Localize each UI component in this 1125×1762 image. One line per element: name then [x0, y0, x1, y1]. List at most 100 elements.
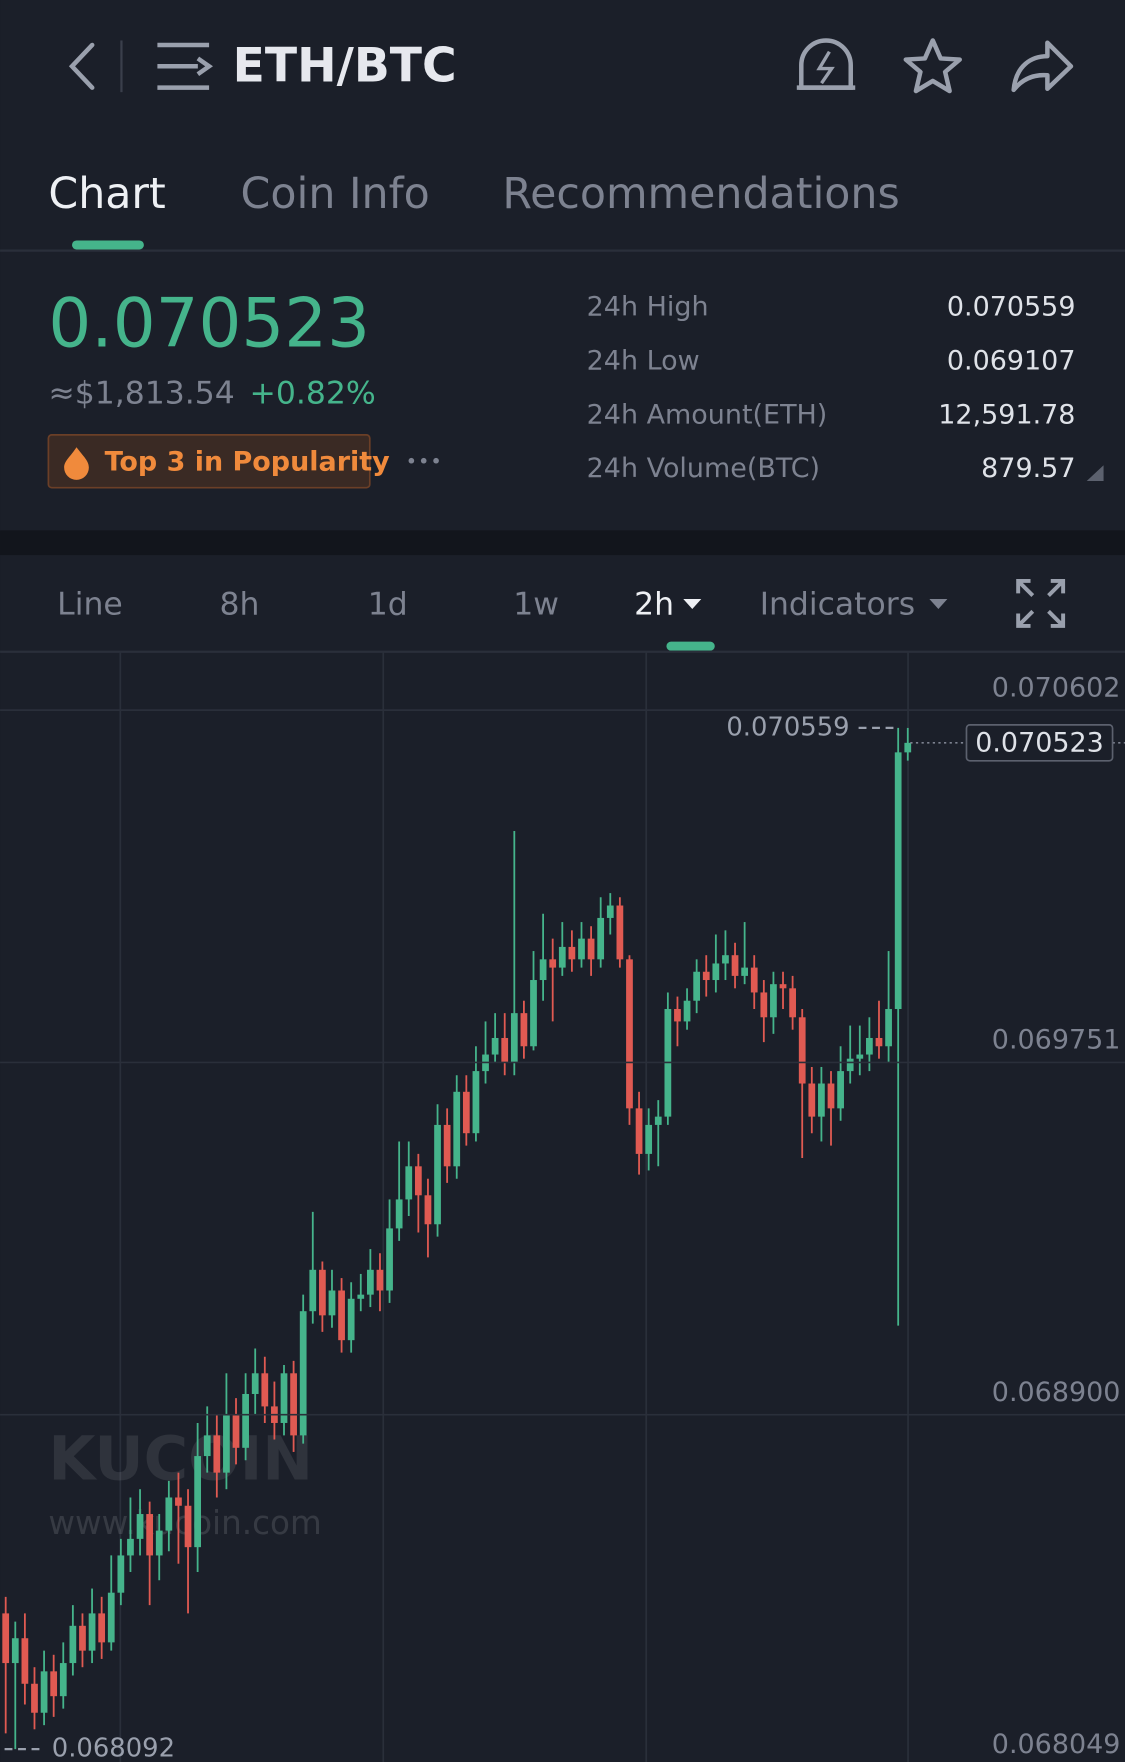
popularity-badge[interactable]: [47, 434, 371, 489]
candle-body: [558, 946, 566, 968]
stat-value: 0.069107: [947, 345, 1076, 376]
candle-body: [194, 1456, 201, 1548]
candle-body: [827, 1083, 835, 1109]
candle-body: [79, 1625, 86, 1651]
candle-body: [59, 1663, 67, 1697]
back-button[interactable]: [68, 42, 95, 90]
candle-body: [741, 967, 749, 976]
candle-body: [587, 938, 595, 960]
stat-label: 24h Amount(ETH): [587, 399, 828, 430]
alert-button[interactable]: [796, 38, 856, 90]
candle-body: [818, 1083, 825, 1117]
dropdown-arrow: [929, 598, 948, 610]
candle-body: [808, 1083, 816, 1117]
candle-body: [731, 955, 739, 976]
last-price-tag: [965, 724, 1114, 762]
candle-body: [69, 1625, 77, 1664]
interval-selected[interactable]: 2h: [634, 587, 674, 623]
candle-body: [472, 1071, 480, 1134]
candle-body: [2, 1613, 10, 1664]
candle-body: [750, 967, 758, 993]
candle-body: [866, 1037, 873, 1055]
candle-body: [127, 1538, 134, 1556]
y-tick-label: 0.068900: [992, 1377, 1121, 1408]
candle-body: [712, 963, 720, 981]
candle-body: [347, 1298, 355, 1341]
more-button[interactable]: [408, 457, 439, 464]
indicators-button[interactable]: Indicators: [760, 587, 915, 623]
tab[interactable]: Coin Info: [241, 169, 430, 219]
candle-body: [213, 1435, 221, 1473]
menu-button[interactable]: [157, 42, 214, 90]
y-tick-label: 0.068049: [992, 1729, 1121, 1760]
candle-body: [856, 1054, 864, 1059]
stat-label: 24h High: [587, 291, 709, 322]
candle-body: [223, 1414, 230, 1473]
interval[interactable]: 8h: [219, 587, 259, 623]
candle-body: [568, 946, 576, 960]
candle-body: [779, 984, 787, 989]
candle-body: [674, 1009, 681, 1022]
section-gap: [0, 530, 1125, 556]
candle-body: [290, 1373, 297, 1436]
last-price: 0.070523: [48, 284, 370, 363]
candle-body: [261, 1373, 269, 1407]
candle-body: [165, 1497, 173, 1531]
tab-indicator: [71, 240, 144, 250]
tab[interactable]: Chart: [48, 169, 165, 219]
share-button[interactable]: [1011, 40, 1074, 93]
candle-body: [357, 1294, 365, 1299]
candle-body: [453, 1091, 461, 1167]
candle-body: [530, 980, 537, 1047]
candle-body: [155, 1530, 163, 1556]
candle-body: [414, 1166, 422, 1196]
min-label: 0.068092: [52, 1734, 175, 1762]
interval-indicator: [666, 641, 715, 651]
corner-triangle: [1086, 465, 1104, 481]
candle-body: [21, 1638, 29, 1684]
candle-body: [443, 1124, 451, 1167]
candle-body: [136, 1514, 144, 1539]
candle-body: [309, 1269, 317, 1312]
candle-body: [616, 905, 624, 960]
candle-body: [31, 1683, 38, 1713]
candle-body: [510, 1013, 518, 1063]
candle-body: [702, 971, 710, 981]
favorite-button[interactable]: [903, 38, 962, 94]
interval[interactable]: 1d: [368, 587, 408, 623]
max-label: 0.070559: [726, 712, 849, 742]
candle-body: [328, 1290, 336, 1316]
candle-body: [175, 1497, 182, 1506]
interval[interactable]: Line: [57, 587, 123, 623]
candle-body: [875, 1037, 883, 1047]
candle-body: [549, 959, 557, 968]
candles: [2, 727, 912, 1750]
fiat-price: ≈$1,813.54: [48, 375, 234, 411]
candle-body: [789, 988, 796, 1018]
candle-body: [232, 1414, 240, 1448]
price-change: +0.82%: [250, 375, 376, 411]
candle-body: [338, 1290, 345, 1341]
candle-body: [654, 1116, 662, 1125]
stat-value: 879.57: [981, 453, 1075, 484]
candle-body: [578, 938, 585, 960]
candle-body: [146, 1514, 154, 1556]
tab[interactable]: Recommendations: [502, 169, 899, 219]
fullscreen-button[interactable]: [1016, 578, 1066, 628]
candle-body: [885, 1009, 892, 1047]
candle-body: [520, 1013, 528, 1047]
candle-body: [760, 992, 768, 1018]
candle-body: [50, 1671, 58, 1697]
candle-body: [462, 1091, 470, 1134]
candle-body: [395, 1199, 403, 1229]
candle-body: [894, 752, 902, 1010]
interval[interactable]: 1w: [513, 587, 559, 623]
last-price-tag-text: 0.070523: [975, 727, 1104, 758]
candle-body: [366, 1269, 374, 1295]
candle-body: [98, 1613, 106, 1643]
candle-body: [597, 917, 605, 960]
candle-body: [88, 1613, 96, 1651]
stat-label: 24h Low: [587, 345, 700, 376]
